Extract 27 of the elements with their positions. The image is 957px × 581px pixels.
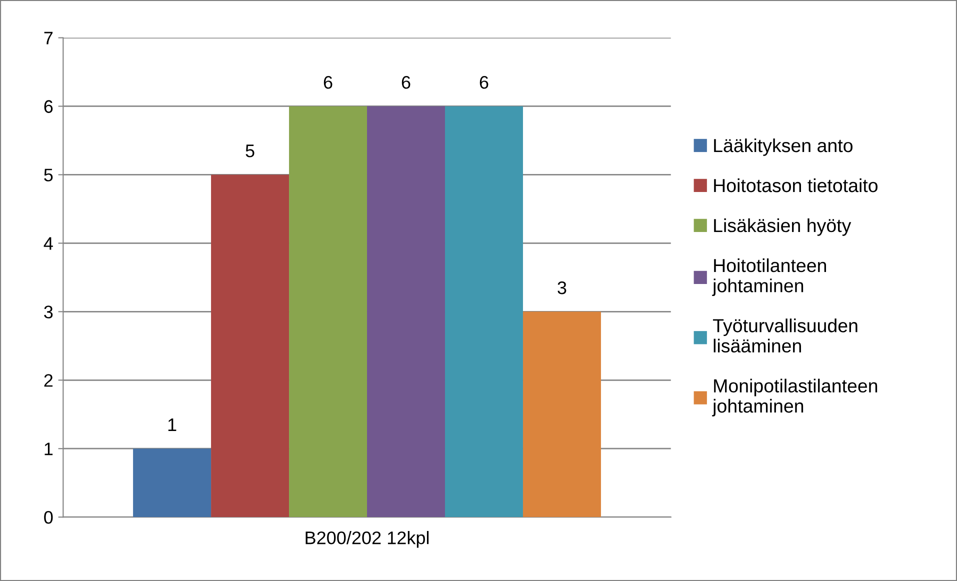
bar bbox=[444, 106, 523, 518]
legend-label: Hoitotilanteen johtaminen bbox=[712, 258, 826, 296]
bar bbox=[522, 312, 601, 518]
y-tick-label: 1 bbox=[44, 442, 53, 456]
legend-label: Hoitotason tietotaito bbox=[714, 178, 878, 192]
y-tick-label: 4 bbox=[44, 237, 53, 250]
bar bbox=[211, 174, 290, 518]
data-label: 1 bbox=[168, 418, 176, 431]
data-label: 6 bbox=[324, 76, 332, 89]
y-tick-label: 3 bbox=[44, 306, 53, 318]
legend-label: Työturvallisuuden lisääminen bbox=[712, 318, 858, 353]
y-tick-label: 5 bbox=[44, 168, 53, 182]
y-tick-label: 2 bbox=[44, 374, 53, 387]
y-tick-label: 0 bbox=[44, 511, 53, 524]
bar bbox=[133, 448, 212, 518]
y-tick-label: 6 bbox=[44, 100, 53, 113]
x-tick-label: B200/202 12kpl bbox=[306, 530, 429, 548]
bar bbox=[367, 106, 445, 518]
legend-label: Monipotilastilanteen johtaminen bbox=[712, 378, 878, 416]
data-label: 3 bbox=[558, 281, 566, 294]
data-label: 6 bbox=[480, 76, 488, 89]
legend-label: Lääkityksen anto bbox=[714, 138, 852, 156]
legend-label: Lisäkäsien hyöty bbox=[714, 218, 852, 236]
data-label: 6 bbox=[402, 76, 410, 89]
y-tick-label: 7 bbox=[44, 32, 53, 44]
data-label: 5 bbox=[246, 144, 254, 158]
bar bbox=[289, 106, 368, 518]
